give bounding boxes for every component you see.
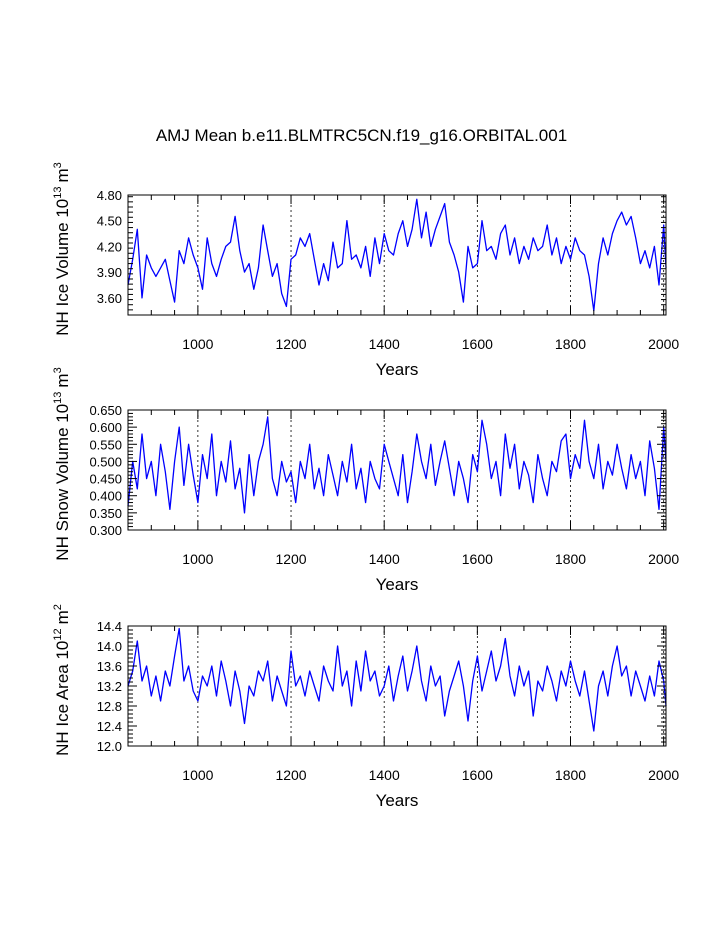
panel-ice-area: 1000 1200 1400 1600 1800 2000 12.0 12.4 12.8 13.2… <box>52 604 679 810</box>
y-tick-label: 13.6 <box>97 659 122 674</box>
y-tick-label: 3.90 <box>97 265 122 280</box>
series-line-ice-volume <box>127 198 667 312</box>
x-tick-label: 2000 <box>648 336 679 352</box>
series-line-snow-volume <box>127 416 667 514</box>
x-tick-label: 1000 <box>182 551 213 567</box>
y-axis-label: NH Snow Volume 1013 m3 <box>52 367 72 560</box>
y-axis-label: NH Ice Area 1012 m2 <box>52 604 72 756</box>
y-axis-label: NH Ice Volume 1013 m3 <box>52 162 72 336</box>
y-tick-label: 0.600 <box>89 420 122 435</box>
y-axis-label-unit-exponent: 3 <box>52 162 64 168</box>
y-axis-label-main: NH Snow Volume 10 <box>53 404 72 561</box>
x-tick-label: 1400 <box>369 551 400 567</box>
y-axis-label-exponent: 13 <box>52 392 64 404</box>
x-tick-label: 1600 <box>462 767 493 783</box>
y-tick-label: 0.350 <box>89 506 122 521</box>
y-tick-label: 12.8 <box>97 699 122 714</box>
panel-ice-volume: 1000 1200 1400 1600 1800 2000 3.60 3.90 4.20 4.50… <box>52 162 679 379</box>
y-axis-label-exponent: 12 <box>52 628 64 640</box>
x-tick-label: 1400 <box>369 767 400 783</box>
x-axis-label: Years <box>376 791 419 810</box>
x-axis-label: Years <box>376 575 419 594</box>
y-axis-label-unit-exponent: 3 <box>52 367 64 373</box>
y-axis-label-unit: m <box>53 168 72 182</box>
plot-frame <box>127 625 667 747</box>
y-tick-label: 4.20 <box>97 239 122 254</box>
y-tick-label: 0.400 <box>89 489 122 504</box>
x-tick-label: 1400 <box>369 336 400 352</box>
x-tick-label: 1000 <box>182 336 213 352</box>
y-axis-label-main: NH Ice Volume 10 <box>53 199 72 336</box>
y-axis-label-unit: m <box>53 610 72 624</box>
x-tick-label: 1000 <box>182 767 213 783</box>
y-tick-label: 14.4 <box>97 619 122 634</box>
x-tick-label: 1600 <box>462 336 493 352</box>
y-tick-label: 13.2 <box>97 679 122 694</box>
x-tick-label: 1200 <box>275 767 306 783</box>
y-tick-label: 0.500 <box>89 454 122 469</box>
x-tick-label: 1200 <box>275 336 306 352</box>
x-tick-label: 1800 <box>555 767 586 783</box>
y-tick-label: 12.4 <box>97 719 122 734</box>
y-axis-label-unit: m <box>53 373 72 387</box>
panel-snow-volume: 1000 1200 1400 1600 1800 2000 0.300 0.350 0.400 0… <box>52 367 679 594</box>
plot-frame <box>127 194 667 316</box>
x-tick-label: 1800 <box>555 336 586 352</box>
y-tick-label: 0.300 <box>89 523 122 538</box>
figure-title: AMJ Mean b.e11.BLMTRC5CN.f19_g16.ORBITAL… <box>155 126 568 145</box>
x-tick-label: 1600 <box>462 551 493 567</box>
y-axis-label-unit-exponent: 2 <box>52 604 64 610</box>
y-axis-label-exponent: 13 <box>52 187 64 199</box>
y-tick-label: 4.50 <box>97 214 122 229</box>
x-tick-label: 2000 <box>648 767 679 783</box>
y-axis-label-main: NH Ice Area 10 <box>53 641 72 756</box>
y-tick-label: 12.0 <box>97 739 122 754</box>
x-tick-label: 2000 <box>648 551 679 567</box>
series-line-ice-area <box>127 627 667 732</box>
y-tick-label: 0.650 <box>89 403 122 418</box>
y-tick-label: 4.80 <box>97 188 122 203</box>
y-tick-label: 0.550 <box>89 437 122 452</box>
x-tick-label: 1200 <box>275 551 306 567</box>
x-axis-label: Years <box>376 360 419 379</box>
y-tick-label: 14.0 <box>97 639 122 654</box>
x-tick-label: 1800 <box>555 551 586 567</box>
plot-frame <box>127 409 667 531</box>
y-tick-label: 3.60 <box>97 291 122 306</box>
y-tick-label: 0.450 <box>89 472 122 487</box>
